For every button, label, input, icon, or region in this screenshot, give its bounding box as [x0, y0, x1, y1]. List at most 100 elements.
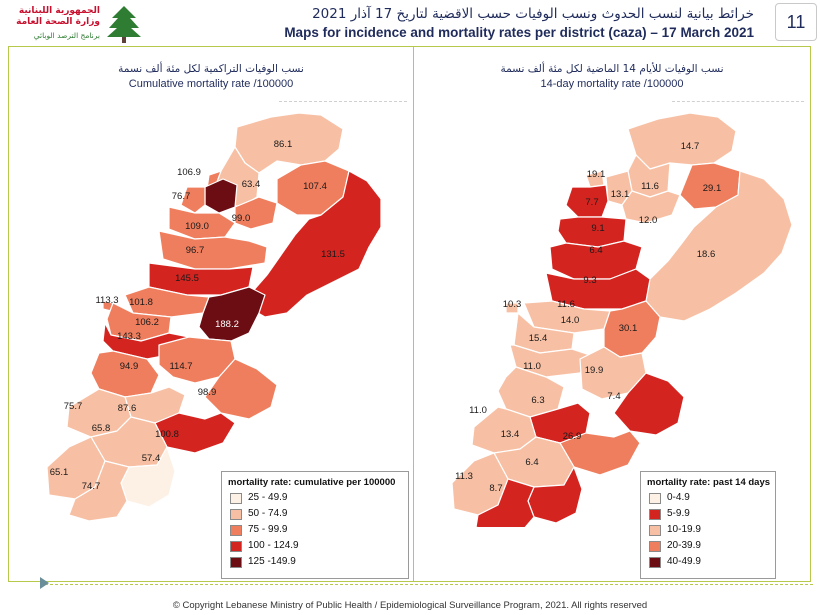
label-sour: 65.1 [50, 467, 69, 478]
label-hasbaya: 100.8 [155, 429, 179, 440]
district-koura [180, 186, 206, 214]
dashed-rule [672, 101, 804, 102]
label-tripoli: 19.1 [587, 169, 606, 180]
panel-title-arabic: نسب الوفيات للأيام 14 الماضية لكل مئة أل… [500, 63, 724, 75]
legend-label: 40-49.9 [667, 556, 701, 567]
legend-label: 0-4.9 [667, 492, 690, 503]
label-hermel: 29.1 [703, 183, 722, 194]
label-baabda: 106.2 [135, 317, 159, 328]
label-nabatieh: 65.8 [92, 423, 111, 434]
legend-swatch [649, 541, 661, 552]
label-minieh: 11.6 [641, 181, 659, 192]
legend-swatch [230, 541, 242, 552]
label-baalbek: 131.5 [321, 249, 345, 260]
footer-rule [45, 584, 813, 585]
legend-label: 125 -149.9 [248, 556, 296, 567]
label-aley: 15.4 [529, 333, 548, 344]
label-sour: 11.3 [455, 471, 473, 482]
logo-line-program: برنامج الترصد الوبائي [33, 31, 100, 40]
page-number: 11 [775, 3, 817, 41]
label-batroun: 9.1 [591, 223, 604, 234]
label-aley: 143.3 [117, 331, 141, 342]
district-zgharta [565, 184, 609, 218]
district-bcharre [621, 190, 681, 224]
label-zgharta: 7.7 [585, 197, 598, 208]
label-jezzine: 87.6 [118, 403, 137, 414]
label-chouf: 94.9 [120, 361, 139, 372]
content-frame [8, 46, 811, 582]
label-bcharre: 99.0 [232, 213, 251, 224]
label-jezzine: 6.3 [531, 395, 544, 406]
page-title: Maps for incidence and mortality rates p… [284, 25, 754, 40]
label-minieh: 63.4 [242, 179, 261, 190]
legend-label: 100 - 124.9 [248, 540, 299, 551]
label-metn: 11.6 [557, 299, 575, 310]
label-tripoli: 106.9 [177, 167, 201, 178]
label-west-bekaa: 19.9 [585, 365, 604, 376]
label-bcharre: 12.0 [639, 215, 658, 226]
label-nabatieh: 13.4 [501, 429, 520, 440]
logo-line-republic: الجمهورية اللبنانية [18, 6, 100, 16]
label-baalbek: 18.6 [697, 249, 716, 260]
panel-title: 14-day mortality rate /100000 [540, 78, 684, 90]
14-day-mortality-panel: نسب الوفيات للأيام 14 الماضية لكل مئة أل… [414, 47, 810, 581]
label-west-bekaa: 114.7 [169, 361, 192, 372]
label-beirut: 10.3 [503, 299, 522, 310]
label-saida: 11.0 [469, 405, 487, 416]
header: الجمهورية اللبنانية وزارة الصحة العامة ب… [0, 0, 820, 46]
label-hermel: 107.4 [303, 181, 327, 192]
label-hasbaya: 26.9 [563, 431, 582, 442]
panel-divider [413, 46, 414, 582]
label-marjayoun: 6.4 [525, 457, 538, 468]
cumulative-legend: mortality rate: cumulative per 100000 25… [221, 471, 409, 579]
legend-label: 50 - 74.9 [248, 508, 288, 519]
legend-swatch [649, 493, 661, 504]
legend-swatch [230, 509, 242, 520]
district-batroun [168, 206, 236, 240]
label-rashaya: 98.9 [198, 387, 217, 398]
legend-swatch [649, 525, 661, 536]
label-zahle: 188.2 [215, 319, 239, 330]
14-day-legend: mortality rate: past 14 days 0-4.9 5-9.9… [640, 471, 776, 579]
14-day-mortality-map: 14.7 19.1 11.6 13.1 7.7 29.1 12.0 9.1 6.… [451, 112, 793, 527]
label-rashaya: 7.4 [607, 391, 620, 402]
legend-swatch [230, 525, 242, 536]
logo-line-ministry: وزارة الصحة العامة [16, 17, 100, 27]
label-keserwan: 9.3 [583, 275, 596, 286]
district-hasbaya [154, 412, 236, 454]
district-jbeil [549, 240, 643, 280]
district-rashaya [204, 358, 278, 420]
page-title-arabic: خرائط بيانية لنسب الحدوث ونسب الوفيات حس… [312, 6, 754, 22]
district-zahle [198, 286, 266, 342]
ministry-logo: الجمهورية اللبنانية وزارة الصحة العامة ب… [8, 4, 148, 44]
label-jbeil: 96.7 [186, 245, 205, 256]
legend-swatch [230, 493, 242, 504]
cumulative-mortality-panel: نسب الوفيات التراكمية لكل مئة ألف نسمة C… [9, 47, 413, 581]
district-bint-jbeil [475, 478, 535, 527]
legend-swatch [649, 557, 661, 568]
label-metn: 101.8 [129, 297, 153, 308]
label-marjayoun: 57.4 [142, 453, 161, 464]
dashed-rule [279, 101, 407, 102]
label-akkar: 86.1 [274, 139, 293, 150]
legend-label: 10-19.9 [667, 524, 701, 535]
cedar-icon [107, 6, 141, 43]
play-triangle-icon [40, 577, 49, 589]
district-hasbaya [559, 430, 641, 476]
legend-title: mortality rate: past 14 days [647, 477, 771, 488]
legend-swatch [230, 557, 242, 568]
label-zahle: 30.1 [619, 323, 638, 334]
legend-label: 20-39.9 [667, 540, 701, 551]
district-baalbek [645, 170, 793, 322]
cumulative-mortality-map: 86.1 106.9 63.4 76.7 99.0 107.4 109.0 96… [46, 112, 382, 522]
label-koura: 13.1 [611, 189, 630, 200]
label-beirut: 113.3 [95, 295, 118, 306]
district-zahle [603, 300, 661, 358]
district-bint-jbeil [68, 460, 130, 522]
legend-label: 5-9.9 [667, 508, 690, 519]
legend-label: 25 - 49.9 [248, 492, 288, 503]
district-rashaya [613, 372, 685, 436]
label-chouf: 11.0 [523, 361, 541, 372]
label-bint-jbeil: 74.7 [82, 481, 101, 492]
label-saida: 75.7 [64, 401, 83, 412]
